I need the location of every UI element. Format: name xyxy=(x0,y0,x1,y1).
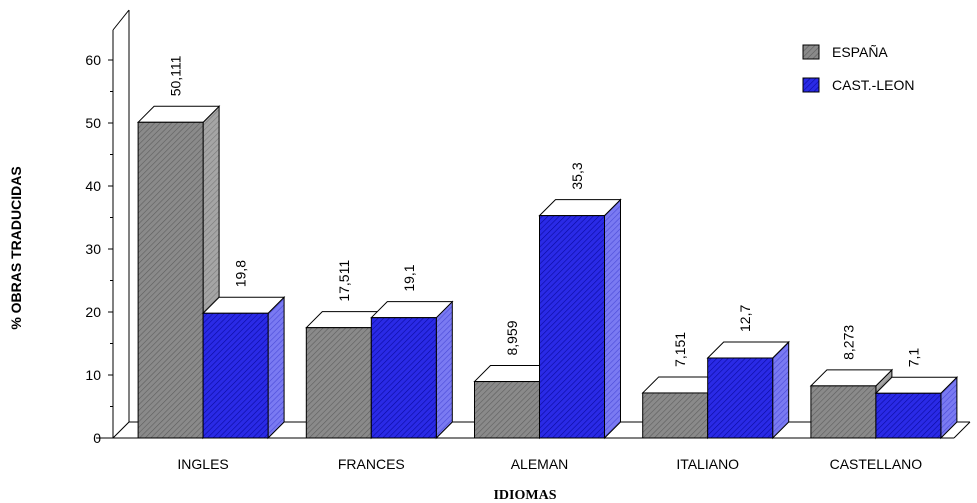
data-label: 50,111 xyxy=(168,55,184,96)
floor-left-edge xyxy=(112,421,130,439)
bar-cast-leon-italiano: 12,7 xyxy=(706,305,790,440)
bar-front-face xyxy=(642,392,709,439)
legend: ESPAÑA CAST.-LEON xyxy=(802,44,914,93)
bar-side-face xyxy=(772,340,790,440)
bar-front-face xyxy=(474,381,540,439)
data-label: 19,1 xyxy=(401,264,417,291)
y-tick-label: 60 xyxy=(85,52,101,68)
bar-cast-leon-ingles: 19,8 xyxy=(201,260,286,440)
x-tick-label: CASTELLANO xyxy=(830,456,923,472)
bar-front-face xyxy=(707,357,774,439)
x-tick-label: FRANCES xyxy=(338,456,405,472)
legend-swatch-cast-leon xyxy=(802,77,820,93)
data-label: 8,273 xyxy=(840,325,856,360)
floor-right-edge xyxy=(953,421,971,439)
bar-cast-leon-castellano: 7,1 xyxy=(874,348,959,440)
y-tick-label: 10 xyxy=(85,367,101,383)
bar-side-face xyxy=(604,198,621,440)
y-tick-label: 40 xyxy=(85,178,101,194)
data-label: 7,151 xyxy=(672,332,688,367)
legend-swatch-espana xyxy=(802,44,820,60)
bar-front-face xyxy=(305,327,372,439)
y-tick-label: 20 xyxy=(85,304,101,320)
y-axis-ticks: 0 10 20 30 40 50 60 xyxy=(85,52,113,446)
x-axis-categories: INGLES FRANCES ALEMAN ITALIANO CASTELLANO xyxy=(177,456,922,472)
data-label: 17,511 xyxy=(336,260,352,302)
data-label: 12,7 xyxy=(737,305,753,332)
bar-side-face xyxy=(267,296,285,440)
bar-side-face xyxy=(435,300,453,440)
data-label: 19,8 xyxy=(233,260,249,287)
data-label: 35,3 xyxy=(569,162,585,189)
bar-front-face xyxy=(875,392,942,439)
y-axis-label: % OBRAS TRADUCIDAS xyxy=(8,166,24,329)
bar-series: 50,111 19,8 17,511 19,1 8,959 35,3 7,151 12,7 8,… xyxy=(136,55,959,440)
y-tick-label: 0 xyxy=(93,430,101,446)
bar-front-face xyxy=(137,121,204,439)
bar-front-face xyxy=(539,215,605,439)
wall-top-edge xyxy=(112,9,130,31)
x-axis-label: IDIOMAS xyxy=(493,488,556,503)
data-label: 7,1 xyxy=(905,348,921,368)
bar-cast-leon-aleman: 35,3 xyxy=(538,162,622,440)
y-tick-label: 30 xyxy=(85,241,101,257)
bar-cast-leon-frances: 19,1 xyxy=(370,264,454,440)
x-tick-label: ITALIANO xyxy=(676,456,739,472)
legend-label-espana: ESPAÑA xyxy=(832,44,888,60)
legend-label-cast-leon: CAST.-LEON xyxy=(832,77,914,93)
y-tick-label: 50 xyxy=(85,115,101,131)
data-label: 8,959 xyxy=(504,320,520,355)
x-tick-label: ALEMAN xyxy=(511,456,569,472)
bar-front-face xyxy=(202,312,269,439)
bar-front-face xyxy=(370,317,437,439)
x-tick-label: INGLES xyxy=(177,456,228,472)
bar-espa-a-castellano: 8,273 xyxy=(809,325,894,440)
bar-front-face xyxy=(810,385,877,439)
